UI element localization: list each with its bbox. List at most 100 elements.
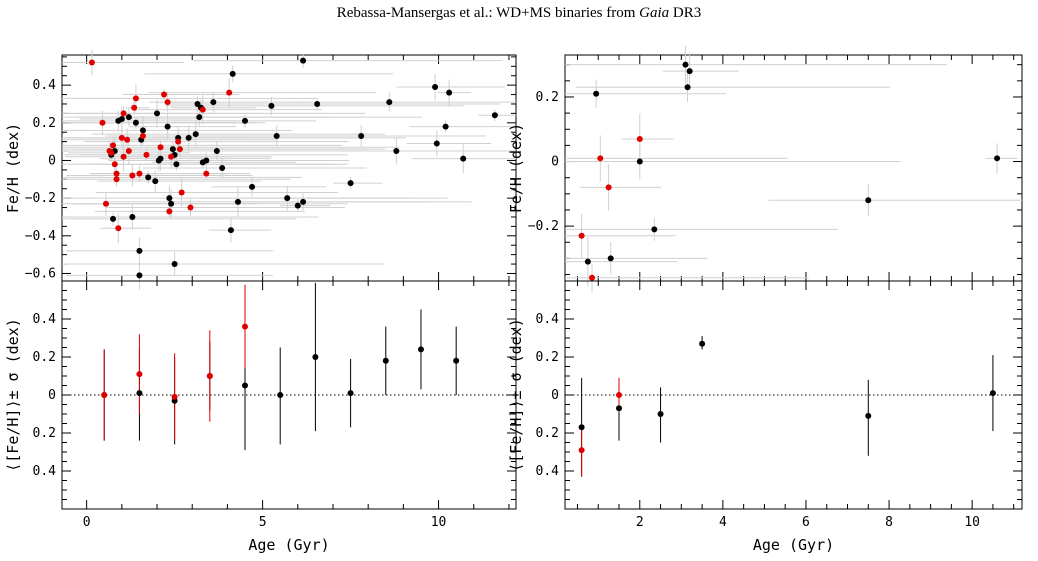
data-point-black: [294, 202, 301, 209]
mean-point-black: [312, 354, 319, 360]
data-point-red: [88, 59, 95, 66]
data-point-black: [168, 200, 175, 207]
data-point-red: [124, 136, 131, 143]
data-point-black: [386, 99, 393, 106]
data-point-black: [132, 119, 139, 126]
header-prefix: Rebassa-Mansergas et al.: WD+MS binaries…: [336, 5, 640, 21]
data-point-red: [164, 99, 171, 106]
mean-point-red: [136, 371, 143, 378]
mean-point-black: [453, 357, 460, 364]
data-point-red: [636, 135, 643, 142]
data-point-black: [166, 195, 173, 202]
x-tick-label: 8: [885, 515, 893, 530]
data-point-black: [192, 131, 199, 138]
y-tick-label: 0.4: [33, 78, 57, 93]
data-point-black: [300, 57, 307, 64]
data-point-red: [161, 91, 168, 98]
data-point-black: [185, 134, 192, 141]
y-tick-label: −0.6: [25, 266, 56, 281]
mean-point-red: [101, 392, 108, 398]
y-tick-label: 0.2: [33, 426, 56, 441]
y-tick-label: 0.2: [536, 350, 559, 365]
data-point-black: [110, 215, 117, 222]
data-point-black: [169, 146, 176, 153]
data-point-red: [111, 161, 118, 168]
mean-point-black: [347, 390, 354, 397]
mean-point-red: [242, 323, 249, 330]
y-tick-label: 0.4: [33, 464, 57, 479]
data-point-black: [682, 61, 689, 68]
x-tick-label: 10: [964, 515, 980, 530]
data-point-black: [129, 213, 136, 220]
mean-point-black: [277, 392, 284, 398]
data-point-black: [118, 116, 125, 123]
mean-point-black: [699, 340, 706, 347]
data-point-red: [605, 184, 612, 191]
data-point-red: [102, 200, 109, 207]
data-point-red: [139, 132, 146, 139]
data-point-red: [589, 274, 596, 281]
data-point-black: [145, 174, 152, 181]
data-point-red: [187, 204, 194, 211]
data-point-black: [347, 180, 354, 187]
data-point-black: [136, 247, 143, 254]
panel-bottom-right: [564, 280, 1023, 510]
data-point-black: [234, 198, 241, 205]
y-tick-label: −0.2: [25, 191, 56, 206]
data-point-black: [229, 70, 236, 77]
x-tick-label: 5: [259, 515, 267, 530]
data-point-black: [686, 68, 693, 75]
data-point-black: [442, 123, 449, 130]
data-point-black: [433, 140, 440, 147]
x-axis-label: Age (Gyr): [753, 536, 834, 554]
mean-point-red: [206, 373, 213, 379]
data-point-black: [157, 155, 164, 162]
data-point-black: [460, 155, 467, 162]
y-axis-label: Fe/H (dex): [4, 123, 22, 213]
x-axis-label: Age (Gyr): [248, 536, 329, 554]
mean-point-black: [417, 346, 424, 353]
data-point-black: [584, 258, 591, 265]
data-point-black: [219, 165, 226, 171]
y-tick-label: 0: [48, 153, 56, 168]
data-point-red: [175, 138, 182, 145]
data-point-black: [164, 123, 171, 130]
axes-frame: [564, 54, 1023, 282]
data-point-black: [432, 84, 439, 91]
data-point-red: [203, 170, 210, 177]
y-axis-label: Fe/H (dex): [507, 123, 525, 213]
data-point-black: [136, 272, 143, 279]
data-point-black: [273, 132, 280, 139]
x-tick-label: 0: [83, 515, 91, 530]
x-tick-label: 2: [636, 515, 644, 530]
data-point-red: [143, 151, 150, 158]
data-point-black: [994, 155, 1001, 162]
data-point-black: [284, 195, 291, 202]
data-point-red: [108, 149, 115, 156]
data-point-black: [152, 178, 159, 185]
data-point-red: [176, 146, 183, 153]
y-tick-label: 0: [551, 155, 559, 170]
data-point-red: [113, 170, 120, 177]
y-tick-label: −0.2: [528, 219, 559, 234]
x-tick-label: 4: [719, 515, 727, 530]
data-point-black: [154, 110, 161, 117]
y-tick-label: 0.2: [536, 90, 559, 105]
y-tick-label: 0.4: [33, 312, 57, 327]
mean-point-black: [989, 390, 996, 397]
data-point-black: [268, 102, 275, 109]
data-point-black: [314, 100, 321, 107]
data-point-red: [99, 119, 106, 126]
y-tick-label: 0.2: [33, 116, 56, 131]
data-point-black: [607, 255, 614, 262]
figure-header: Rebassa-Mansergas et al.: WD+MS binaries…: [0, 5, 1038, 22]
mean-point-black: [616, 405, 623, 412]
mean-point-black: [657, 411, 664, 417]
data-point-red: [110, 142, 117, 149]
x-tick-label: 10: [431, 515, 447, 530]
panel-top-left: [61, 49, 517, 290]
data-point-black: [593, 90, 600, 97]
data-point-red: [120, 110, 127, 117]
data-point-black: [865, 197, 872, 204]
